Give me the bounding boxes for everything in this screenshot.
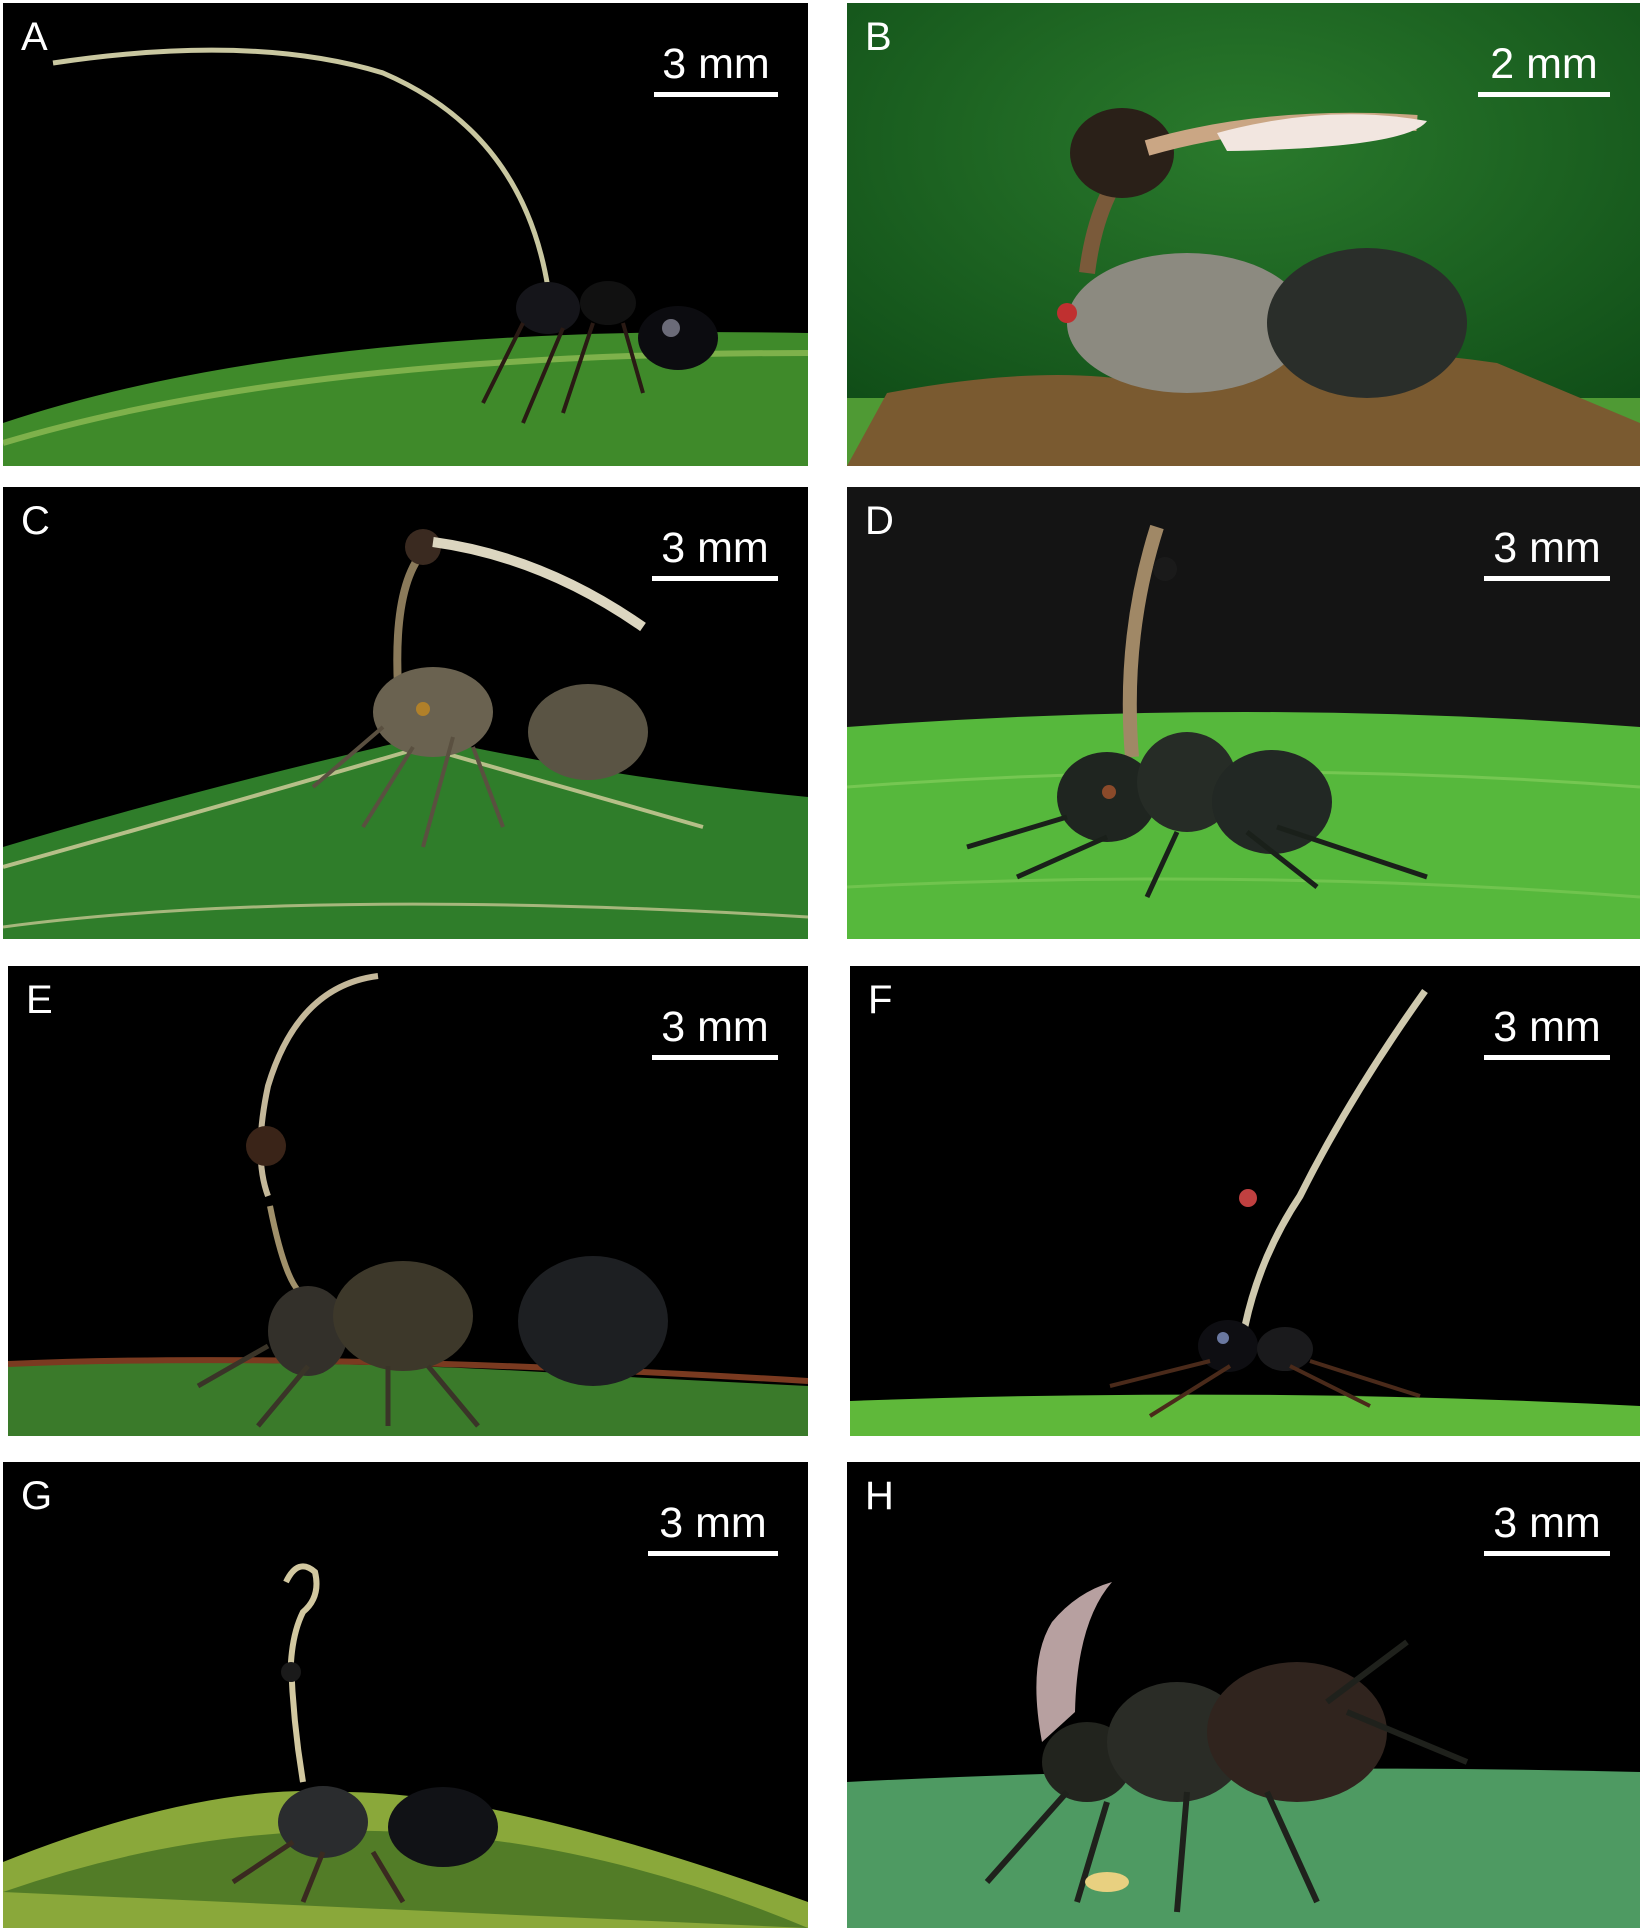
- scale-line-d: [1484, 576, 1610, 581]
- scale-line-e: [652, 1055, 778, 1060]
- scale-line-b: [1478, 92, 1610, 97]
- scale-label-b: 2 mm: [1490, 40, 1598, 88]
- panel-letter-c: C: [21, 499, 50, 543]
- scale-line-h: [1484, 1551, 1610, 1556]
- panel-letter-f: F: [868, 978, 893, 1022]
- photo-infected-ant-e: [8, 966, 808, 1436]
- panel-a: A 3 mm: [3, 3, 808, 466]
- scale-label-g: 3 mm: [659, 1499, 767, 1547]
- scale-label-e: 3 mm: [661, 1003, 769, 1051]
- panel-letter-g: G: [21, 1474, 53, 1518]
- photo-infected-ant-d: [847, 487, 1640, 939]
- panel-letter-b: B: [865, 15, 892, 59]
- panel-letter-d: D: [865, 499, 894, 543]
- photo-infected-ant-a: [3, 3, 808, 466]
- panel-letter-a: A: [21, 15, 48, 59]
- scale-label-c: 3 mm: [661, 524, 769, 572]
- panel-e: E 3 mm: [8, 966, 808, 1436]
- scale-bar-f: 3 mm: [1484, 1006, 1610, 1060]
- photo-infected-ant-c: [3, 487, 808, 939]
- scale-line-a: [654, 92, 778, 97]
- scale-label-h: 3 mm: [1493, 1499, 1601, 1547]
- scale-bar-a: 3 mm: [654, 43, 778, 97]
- photo-infected-ant-h: [847, 1462, 1640, 1928]
- scale-line-f: [1484, 1055, 1610, 1060]
- panel-g: G 3 mm: [3, 1462, 808, 1928]
- panel-h: H 3 mm: [847, 1462, 1640, 1928]
- scale-bar-d: 3 mm: [1484, 527, 1610, 581]
- panel-c: C 3 mm: [3, 487, 808, 939]
- scale-label-d: 3 mm: [1493, 524, 1601, 572]
- scale-label-a: 3 mm: [662, 40, 770, 88]
- scale-bar-c: 3 mm: [652, 527, 778, 581]
- panel-d: D 3 mm: [847, 487, 1640, 939]
- photo-infected-ant-g: [3, 1462, 808, 1928]
- scale-bar-e: 3 mm: [652, 1006, 778, 1060]
- scale-label-f: 3 mm: [1493, 1003, 1601, 1051]
- panel-letter-h: H: [865, 1474, 894, 1518]
- panel-letter-e: E: [26, 978, 53, 1022]
- panel-b: B 2 mm: [847, 3, 1640, 466]
- photo-infected-ant-b: [847, 3, 1640, 466]
- scale-bar-b: 2 mm: [1478, 43, 1610, 97]
- scale-line-c: [652, 576, 778, 581]
- scale-line-g: [648, 1551, 778, 1556]
- panel-f: F 3 mm: [850, 966, 1640, 1436]
- scale-bar-h: 3 mm: [1484, 1502, 1610, 1556]
- photo-infected-ant-f: [850, 966, 1640, 1436]
- scale-bar-g: 3 mm: [648, 1502, 778, 1556]
